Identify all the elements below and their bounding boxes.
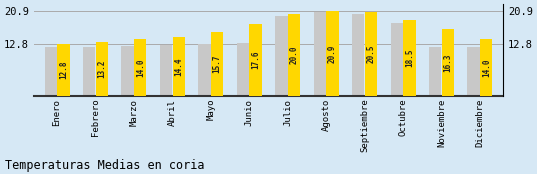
Bar: [134, 39, 147, 96]
Bar: [172, 37, 185, 96]
Bar: [314, 12, 326, 96]
Bar: [198, 44, 211, 96]
Bar: [160, 45, 172, 96]
Text: Temperaturas Medias en coria: Temperaturas Medias en coria: [5, 159, 205, 172]
Bar: [237, 43, 249, 96]
Text: 20.5: 20.5: [366, 45, 375, 63]
Text: 16.3: 16.3: [444, 53, 452, 72]
Text: 14.0: 14.0: [482, 58, 491, 77]
Bar: [57, 44, 70, 96]
Text: 13.2: 13.2: [97, 60, 106, 78]
Text: 20.9: 20.9: [328, 44, 337, 62]
Bar: [326, 11, 339, 96]
Text: 14.0: 14.0: [136, 58, 145, 77]
Bar: [96, 42, 108, 96]
Text: 15.7: 15.7: [213, 55, 222, 73]
Bar: [480, 39, 492, 96]
Bar: [390, 22, 403, 96]
Bar: [467, 47, 480, 96]
Text: 18.5: 18.5: [405, 49, 414, 68]
Bar: [403, 21, 416, 96]
Bar: [275, 16, 287, 96]
Bar: [83, 47, 96, 96]
Text: 12.8: 12.8: [59, 61, 68, 79]
Bar: [211, 32, 223, 96]
Bar: [45, 47, 57, 96]
Bar: [288, 14, 300, 96]
Text: 20.0: 20.0: [289, 46, 299, 64]
Bar: [365, 12, 377, 96]
Bar: [441, 29, 454, 96]
Bar: [250, 24, 262, 96]
Text: 14.4: 14.4: [174, 57, 183, 76]
Bar: [429, 47, 441, 96]
Bar: [121, 46, 134, 96]
Text: 17.6: 17.6: [251, 51, 260, 69]
Bar: [352, 14, 365, 96]
